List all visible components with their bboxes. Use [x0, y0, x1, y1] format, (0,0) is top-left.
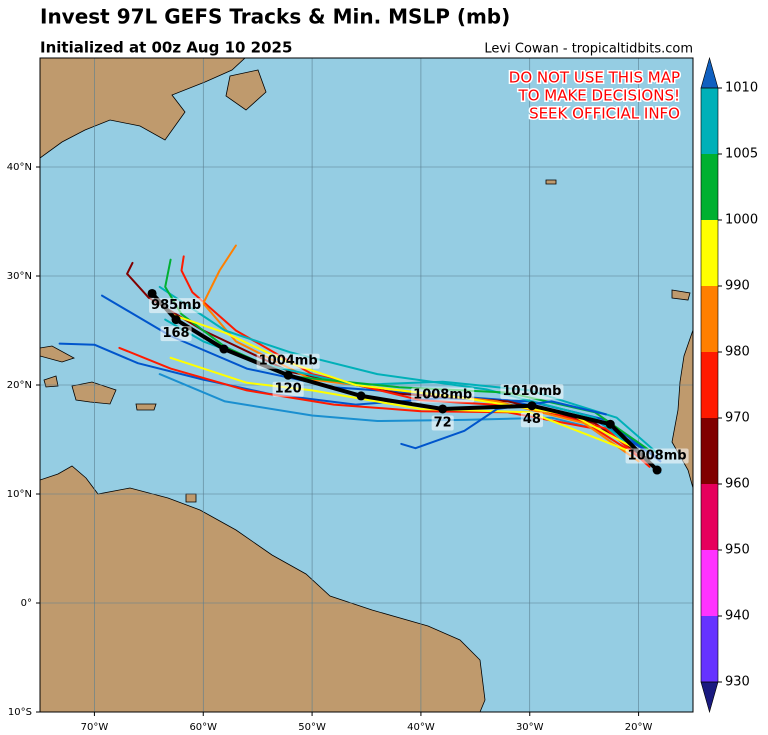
warning: DO NOT USE THIS MAP	[509, 69, 680, 87]
colorbar-label: 930	[725, 675, 750, 690]
mean-track-point	[356, 391, 366, 401]
colorbar-label: 980	[725, 345, 750, 360]
colorbar-segment	[701, 286, 718, 352]
colorbar-segment	[701, 88, 718, 154]
subtitle: Initialized at 00z Aug 10 2025	[40, 39, 292, 57]
track-label: 120	[275, 382, 302, 397]
mean-track-point	[283, 370, 293, 380]
track-label: 1010mb	[502, 384, 561, 399]
y-tick-label: 40°N	[7, 162, 32, 173]
y-tick-label: 30°N	[7, 271, 32, 282]
member-track	[202, 244, 640, 463]
colorbar-segment	[701, 418, 718, 484]
member-track	[158, 285, 651, 463]
x-tick-label: 30°W	[516, 722, 544, 733]
y-tick-label: 10°N	[7, 489, 32, 500]
x-tick-label: 60°W	[189, 722, 217, 733]
colorbar-label: 1005	[725, 147, 758, 162]
track-label: 168	[162, 326, 189, 341]
colorbar-segment	[701, 616, 718, 682]
member-track	[169, 356, 629, 452]
label-background	[272, 381, 304, 397]
land	[40, 58, 693, 712]
colorbar-segment	[701, 484, 718, 550]
mean-track-point	[219, 344, 229, 354]
y-tick-label: 20°N	[7, 380, 32, 391]
mean-track-point	[438, 404, 448, 414]
colorbar-label: 1010	[725, 81, 758, 96]
colorbar-frame	[700, 87, 719, 683]
colorbar-label: 1000	[725, 213, 758, 228]
warning: SEEK OFFICIAL INFO	[529, 105, 680, 123]
colorbar-segment	[701, 352, 718, 418]
member-track	[118, 346, 651, 465]
track-label: 985mb	[151, 298, 201, 313]
colorbar-segment	[701, 154, 718, 220]
title: Invest 97L GEFS Tracks & Min. MSLP (mb)	[40, 5, 510, 29]
x-tick-label: 50°W	[298, 722, 326, 733]
mean-track-point	[147, 288, 157, 298]
track-label: 1008mb	[628, 449, 687, 464]
label-background	[160, 326, 192, 342]
colorbar-label: 990	[725, 279, 750, 294]
mean-track-point	[527, 401, 537, 411]
credit: Levi Cowan - tropicaltidbits.com	[484, 42, 693, 57]
y-tick-label: 0°	[21, 598, 32, 609]
colorbar-segment	[701, 220, 718, 286]
mean-track-point	[171, 315, 181, 325]
mean-track-point	[605, 419, 615, 429]
colorbar-label: 950	[725, 543, 750, 558]
x-tick-label: 70°W	[81, 722, 109, 733]
label-background	[520, 412, 543, 428]
mean-track-point	[652, 465, 662, 475]
colorbar-label: 970	[725, 411, 750, 426]
label-background	[500, 384, 564, 400]
label-background	[256, 353, 320, 369]
member-track	[400, 400, 607, 450]
colorbar-label: 960	[725, 477, 750, 492]
warning: TO MAKE DECISIONS!	[518, 87, 680, 105]
x-tick-label: 20°W	[625, 722, 653, 733]
track-label: 48	[523, 412, 541, 427]
y-tick-label: 10°S	[8, 707, 32, 718]
label-background	[625, 448, 689, 464]
track-label: 1008mb	[413, 387, 472, 402]
colorbar-under	[700, 681, 719, 714]
label-background	[149, 298, 204, 314]
colorbar-segment	[701, 550, 718, 616]
label-background	[411, 387, 475, 403]
x-tick-label: 40°W	[407, 722, 435, 733]
track-label: 72	[434, 415, 452, 430]
colorbar-over	[700, 56, 719, 89]
colorbar-label: 940	[725, 609, 750, 624]
track-label: 1004mb	[259, 354, 318, 369]
label-background	[431, 415, 454, 431]
